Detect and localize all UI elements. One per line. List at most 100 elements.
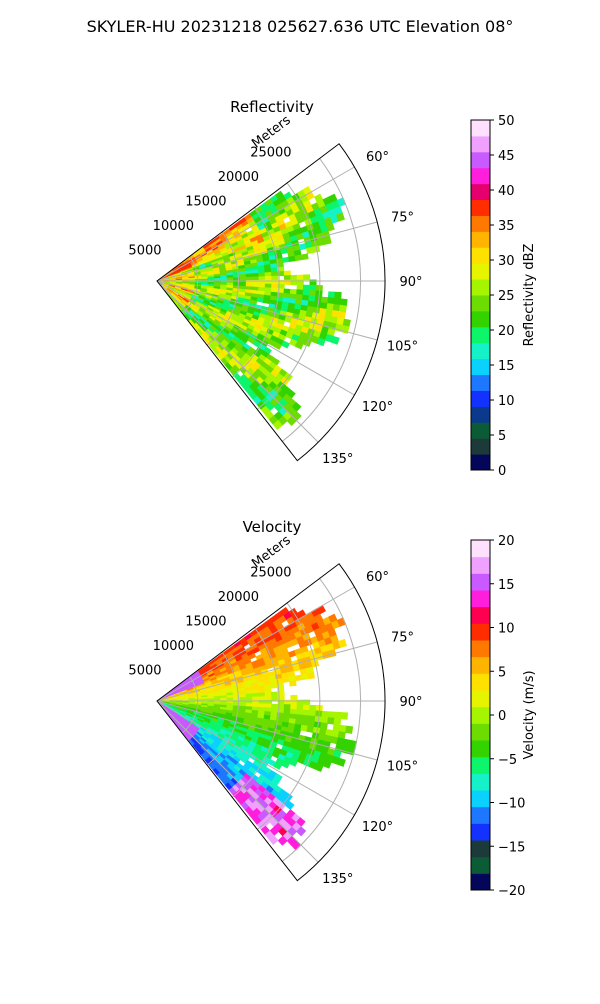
azimuth-tick-label: 120° (362, 820, 393, 835)
field-cell (310, 705, 317, 711)
colorbar-swatch (471, 231, 490, 247)
field-cell (303, 275, 309, 280)
field-cell (265, 692, 272, 696)
colorbar-swatch (471, 690, 490, 707)
field-cell (221, 278, 227, 280)
field-cell (297, 705, 304, 710)
colorbar-swatch (471, 857, 490, 874)
colorbar-swatch (471, 343, 490, 359)
field-cell (240, 277, 246, 280)
field-cell (309, 290, 316, 296)
field-cell (270, 683, 277, 688)
range-tick-label: 15000 (185, 614, 226, 629)
colorbar-swatch (471, 311, 490, 327)
colorbar-swatch (471, 790, 490, 807)
colorbar-swatch (471, 707, 490, 724)
field-cell (265, 272, 272, 276)
colorbar-tick-label: 40 (498, 184, 515, 199)
colorbar-tick-label: −5 (498, 753, 517, 768)
colorbar-swatch (471, 807, 490, 824)
field-cell (324, 237, 332, 244)
field-cell (341, 712, 348, 719)
velocity-panel: Velocity 60°75°90°105°120°135°5000100001… (128, 518, 537, 899)
field-cell (328, 298, 335, 305)
azimuth-tick-label: 105° (387, 340, 418, 355)
field-cell (252, 273, 259, 277)
field-cell (284, 704, 291, 709)
colorbar-swatch (471, 673, 490, 690)
colorbar-swatch (471, 375, 490, 391)
colorbar-swatch (471, 823, 490, 840)
colorbar-swatch (471, 247, 490, 263)
colorbar-label: Reflectivity dBZ (522, 244, 537, 347)
field-cell (291, 695, 297, 700)
colorbar-swatch (471, 279, 490, 295)
colorbar-tick-label: 30 (498, 254, 515, 269)
colorbar-swatch (471, 184, 490, 200)
field-cell (259, 696, 265, 700)
colorbar-swatch (471, 152, 490, 168)
azimuth-tick-label: 60° (366, 150, 389, 165)
colorbar-swatch (471, 359, 490, 375)
field-cell (303, 705, 310, 710)
range-tick-label: 15000 (185, 194, 226, 209)
field-cell (335, 712, 342, 719)
field-cell (252, 277, 258, 281)
field-cell (252, 693, 259, 697)
field-cell (227, 278, 233, 281)
range-tick-label: 5000 (128, 663, 161, 678)
colorbar-tick-label: 20 (498, 534, 515, 549)
field-cell (284, 271, 291, 276)
colorbar-swatch (471, 740, 490, 757)
field-cell (295, 255, 302, 261)
field-cell (271, 272, 278, 276)
field-cell (259, 276, 265, 280)
field-cell (310, 285, 317, 291)
field-cell (309, 710, 316, 716)
field-cell (221, 698, 227, 700)
colorbar-tick-label: 25 (498, 289, 515, 304)
field-cell (246, 277, 252, 280)
field-cell (291, 705, 298, 710)
colorbar-swatch (471, 454, 490, 470)
field-cell (291, 275, 297, 280)
colorbar-swatch (471, 263, 490, 279)
colorbar-swatch (471, 295, 490, 311)
field-cell (252, 697, 258, 701)
reflectivity-title: Reflectivity (230, 98, 314, 116)
field-cell (265, 276, 271, 280)
field-cell (303, 290, 310, 296)
colorbar-swatch (471, 422, 490, 438)
field-cell (297, 285, 304, 290)
colorbar-tick-label: 15 (498, 578, 515, 593)
colorbar-swatch (471, 215, 490, 231)
field-cell (259, 273, 266, 277)
azimuth-tick-label: 75° (391, 630, 414, 645)
colorbar-swatch (471, 540, 490, 557)
field-cell (322, 711, 329, 717)
azimuth-tick-label: 105° (387, 760, 418, 775)
figure-title: SKYLER-HU 20231218 025627.636 UTC Elevat… (87, 17, 514, 36)
field-cell (284, 275, 290, 280)
colorbar-tick-label: 50 (498, 114, 515, 129)
colorbar-swatch (471, 390, 490, 406)
field-cell (346, 726, 353, 734)
field-cell (282, 677, 289, 682)
colorbar-tick-label: 10 (498, 622, 515, 637)
field-cell (289, 681, 296, 687)
field-cell (272, 276, 278, 280)
colorbar-tick-label: 5 (498, 665, 506, 680)
field-cell (328, 292, 335, 299)
field-cell (295, 675, 302, 681)
colorbar-tick-label: −10 (498, 797, 525, 812)
field-cell (263, 299, 270, 304)
colorbar-swatch (471, 607, 490, 624)
colorbar-swatch (471, 873, 490, 890)
field-cell (271, 284, 278, 288)
velocity-title: Velocity (243, 518, 302, 536)
field-cell (307, 673, 314, 679)
colorbar-swatch (471, 136, 490, 152)
colorbar-swatch (471, 573, 490, 590)
